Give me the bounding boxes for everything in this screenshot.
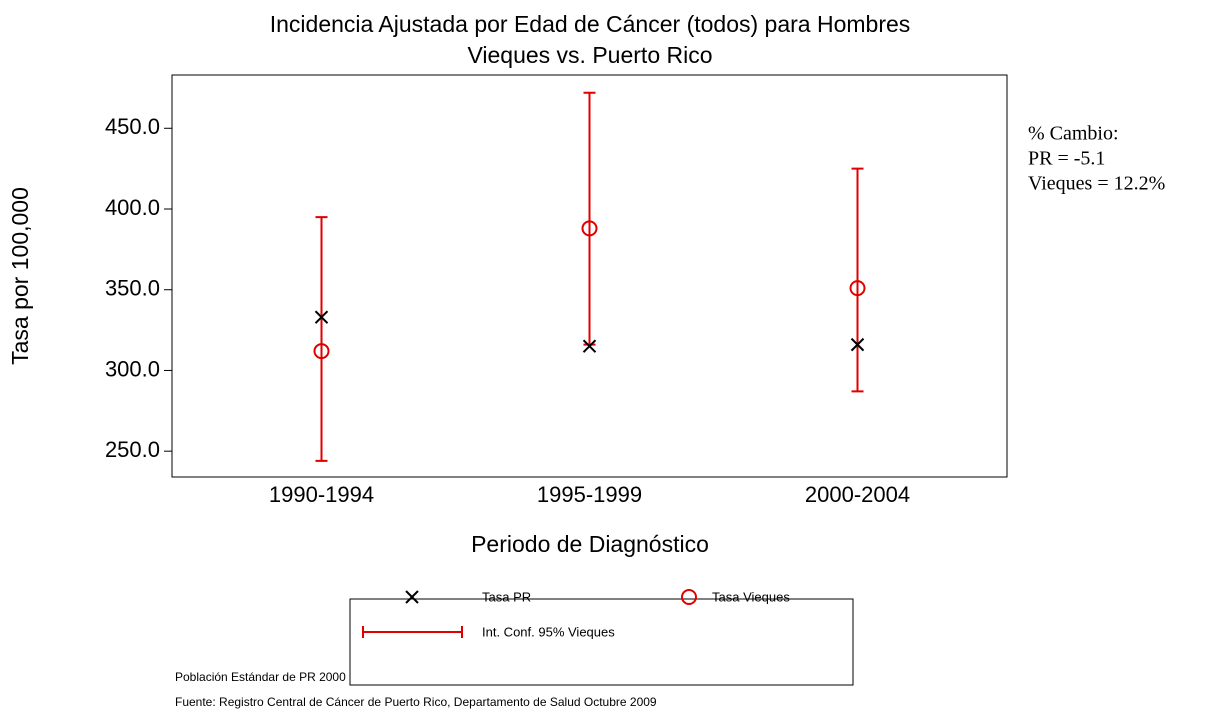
error-bar (315, 216, 328, 462)
legend-label: Tasa Vieques (712, 589, 790, 604)
chart-subtitle: Vieques vs. Puerto Rico (467, 42, 712, 68)
y-axis-label: Tasa por 100,000 (7, 187, 33, 365)
y-tick-label: 300.0 (105, 356, 160, 381)
y-tick-label: 400.0 (105, 195, 160, 220)
marker-x (314, 310, 329, 324)
marker-x (850, 337, 865, 352)
legend-marker (681, 589, 697, 605)
x-tick-label: 2000-2004 (805, 482, 910, 507)
plot-frame (171, 74, 1008, 478)
legend-marker (362, 626, 463, 638)
legend-label: Int. Conf. 95% Vieques (482, 624, 615, 639)
footnote: Población Estándar de PR 2000 (175, 670, 346, 684)
annotation: PR = -5.1 (1028, 148, 1105, 170)
x-tick-label: 1995-1999 (537, 482, 642, 507)
marker-circle (581, 220, 598, 237)
x-tick-label: 1990-1994 (269, 482, 374, 507)
error-bar (583, 91, 596, 346)
x-axis-label: Periodo de Diagnóstico (471, 531, 709, 557)
annotation: Vieques = 12.2% (1028, 173, 1165, 195)
marker-circle (313, 343, 330, 360)
y-tick-label: 450.0 (105, 114, 160, 139)
error-bar (851, 167, 864, 393)
marker-x (582, 339, 597, 353)
legend-label: Tasa PR (482, 589, 531, 604)
marker-circle (849, 280, 866, 297)
legend-marker (405, 590, 419, 604)
chart-title: Incidencia Ajustada por Edad de Cáncer (… (270, 11, 911, 37)
y-tick-label: 250.0 (105, 437, 160, 462)
footnote: Fuente: Registro Central de Cáncer de Pu… (175, 695, 657, 709)
annotation: % Cambio: (1028, 123, 1119, 145)
y-tick-label: 350.0 (105, 276, 160, 301)
legend (349, 598, 854, 686)
